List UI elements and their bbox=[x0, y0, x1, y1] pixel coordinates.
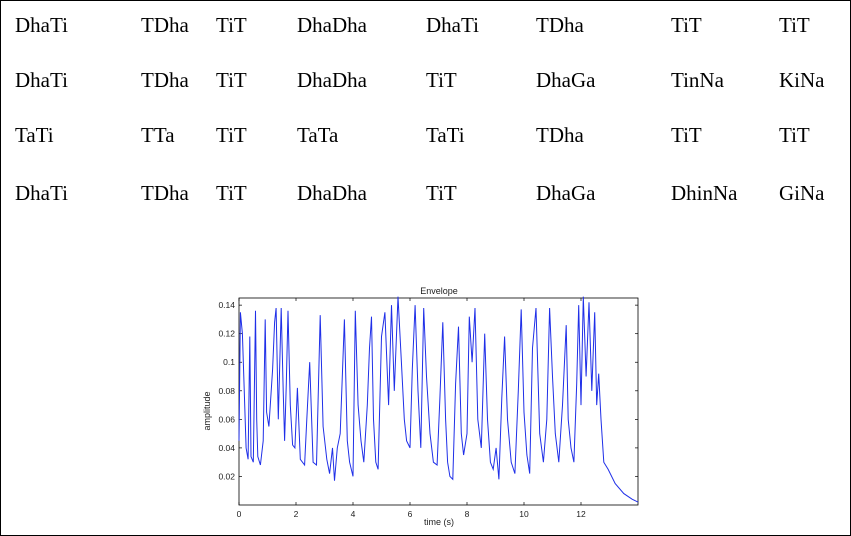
y-axis-label: amplitude bbox=[202, 391, 212, 430]
bol-cell: DhaTi bbox=[15, 68, 68, 92]
x-tick-label: 6 bbox=[408, 509, 413, 519]
y-tick-label: 0.06 bbox=[218, 414, 235, 424]
bol-cell: TaTa bbox=[297, 123, 339, 147]
bol-cell: TDha bbox=[141, 181, 189, 205]
bol-cell: DhaTi bbox=[426, 13, 479, 37]
y-tick-label: 0.1 bbox=[223, 357, 235, 367]
bol-cell: KiNa bbox=[779, 68, 825, 92]
bol-cell: TiT bbox=[671, 123, 702, 147]
chart-title: Envelope bbox=[420, 286, 458, 296]
bol-cell: DhaDha bbox=[297, 68, 367, 92]
bol-cell: TTa bbox=[141, 123, 175, 147]
bol-cell: TiT bbox=[426, 68, 457, 92]
bol-cell: TiT bbox=[426, 181, 457, 205]
y-tick-label: 0.04 bbox=[218, 443, 235, 453]
y-tick-label: 0.08 bbox=[218, 386, 235, 396]
bol-cell: TaTi bbox=[426, 123, 465, 147]
y-tick-label: 0.02 bbox=[218, 471, 235, 481]
x-tick-label: 0 bbox=[237, 509, 242, 519]
bol-cell: TiT bbox=[216, 181, 247, 205]
y-tick-label: 0.14 bbox=[218, 300, 235, 310]
bol-cell: DhaDha bbox=[297, 181, 367, 205]
plot-area bbox=[238, 297, 639, 506]
bol-cell: DhaTi bbox=[15, 13, 68, 37]
bol-cell: TiT bbox=[779, 13, 810, 37]
bol-cell: TinNa bbox=[671, 68, 724, 92]
bol-cell: DhinNa bbox=[671, 181, 738, 205]
x-tick-label: 4 bbox=[351, 509, 356, 519]
bol-row: DhaTi TDha TiT DhaDha DhaTi TDha TiT TiT bbox=[1, 10, 850, 40]
bol-row: TaTi TTa TiT TaTa TaTi TDha TiT TiT bbox=[1, 120, 850, 150]
bol-cell: DhaGa bbox=[536, 181, 596, 205]
bol-cell: GiNa bbox=[779, 181, 825, 205]
x-tick-label: 12 bbox=[576, 509, 586, 519]
bol-cell: DhaGa bbox=[536, 68, 596, 92]
bol-cell: DhaTi bbox=[15, 181, 68, 205]
bol-cell: TDha bbox=[536, 13, 584, 37]
bol-row: DhaTi TDha TiT DhaDha TiT DhaGa DhinNa GiNa bbox=[1, 178, 850, 208]
bol-cell: TiT bbox=[216, 123, 247, 147]
x-axis-label: time (s) bbox=[424, 517, 454, 527]
bol-cell: DhaDha bbox=[297, 13, 367, 37]
x-tick-label: 10 bbox=[519, 509, 529, 519]
bol-cell: TiT bbox=[671, 13, 702, 37]
bol-cell: TDha bbox=[536, 123, 584, 147]
envelope-series-line bbox=[238, 296, 639, 503]
bol-cell: TiT bbox=[216, 13, 247, 37]
bol-cell: TiT bbox=[779, 123, 810, 147]
bol-cell: TDha bbox=[141, 68, 189, 92]
x-tick-label: 2 bbox=[294, 509, 299, 519]
bol-cell: TiT bbox=[216, 68, 247, 92]
bol-cell: TaTi bbox=[15, 123, 54, 147]
y-tick-label: 0.12 bbox=[218, 329, 235, 339]
x-tick-label: 8 bbox=[465, 509, 470, 519]
bol-cell: TDha bbox=[141, 13, 189, 37]
bol-row: DhaTi TDha TiT DhaDha TiT DhaGa TinNa KiNa bbox=[1, 65, 850, 95]
